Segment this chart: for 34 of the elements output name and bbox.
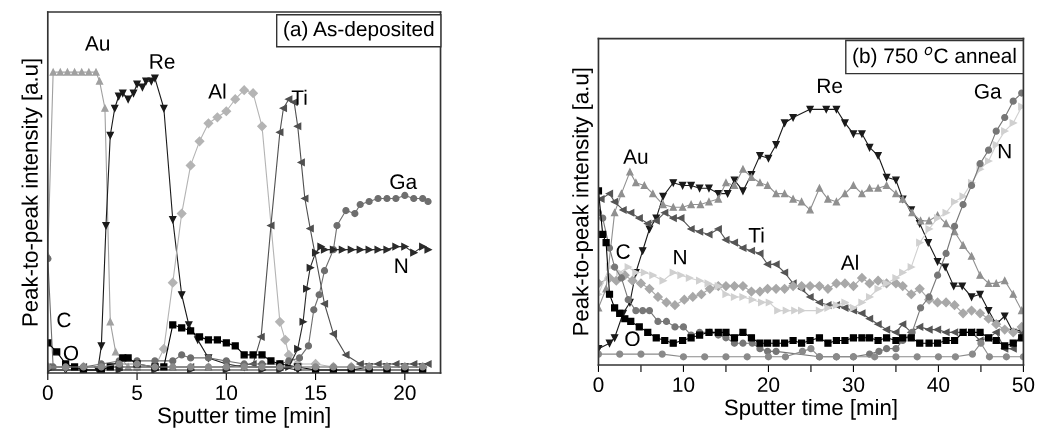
series-label: Al [840,254,858,270]
series-label: O [625,331,640,347]
x-tick-label: 10 [216,385,238,401]
x-axis-title: Sputter time [min] [724,398,897,420]
series-label: Au [623,149,648,164]
x-tick-label: 20 [394,385,416,401]
series-label: N [998,143,1011,159]
x-tick-label: 40 [927,377,950,393]
x-tick-label: 0 [593,377,604,393]
series-label: O [63,345,79,361]
y-axis-title: Peak-to-peak intensity [a.u] [572,68,593,335]
text: N [674,249,686,265]
series-label: Ti [748,227,764,243]
series-label: C [616,244,630,259]
x-tick-label: 50 [1012,377,1035,393]
x-tick-label: 10 [673,377,695,393]
x-tick-label: 0 [42,385,53,401]
x-tick-label: 5 [132,385,142,401]
series-label: Re [818,78,843,94]
x-tick-label: 15 [305,385,327,401]
series-label: C [57,312,71,328]
series-label: Re [150,54,175,69]
series-label: Ga [974,83,1002,99]
x-tick-label: 30 [842,377,865,393]
series-label: Ga [390,174,418,190]
series-label: N [395,258,408,273]
chart-title: (a) As-deposited [284,21,434,41]
series-label: Au [84,36,110,51]
y-axis-title: Peak-to-peak intensity [a.u] [21,59,43,326]
series-label: Al [208,83,226,99]
chart-title: (b) 750 $^{o}$C anneal [853,46,1016,68]
series-label: Ti [291,89,307,105]
x-tick-label: 20 [757,377,780,393]
x-axis-title: Sputter time [min] [158,406,330,428]
